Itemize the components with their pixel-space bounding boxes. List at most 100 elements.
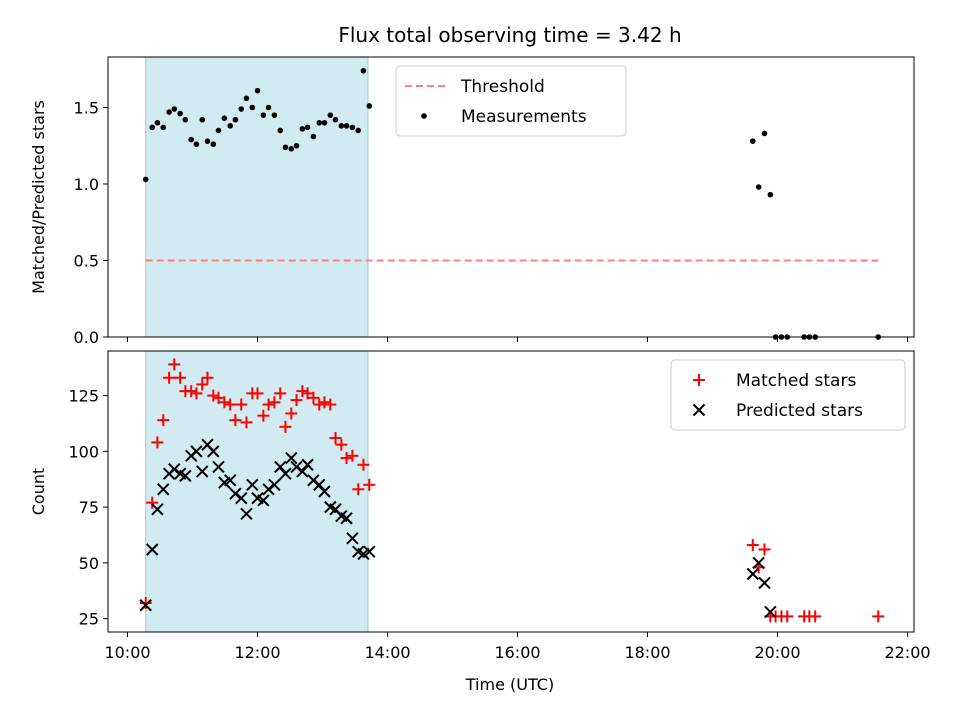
data-point bbox=[316, 119, 323, 126]
data-point bbox=[139, 597, 152, 610]
data-point-b bbox=[157, 483, 170, 496]
x-tick-label: 18:00 bbox=[624, 643, 670, 662]
y-tick-label: 75 bbox=[79, 498, 99, 517]
data-point bbox=[145, 543, 159, 556]
data-point bbox=[188, 136, 194, 143]
y-axis-label: Matched/Predicted stars bbox=[29, 100, 48, 294]
data-point-b bbox=[285, 451, 298, 465]
data-point-b bbox=[190, 445, 203, 458]
data-point bbox=[199, 116, 206, 123]
data-point-b bbox=[268, 478, 281, 492]
data-point-b bbox=[296, 465, 309, 478]
data-point-b bbox=[335, 509, 348, 523]
data-point bbox=[157, 414, 170, 427]
data-point bbox=[313, 398, 326, 411]
legend-box bbox=[395, 65, 627, 137]
data-point bbox=[190, 387, 203, 400]
data-point bbox=[193, 141, 200, 148]
data-point-b bbox=[301, 458, 314, 471]
data-point bbox=[235, 491, 248, 505]
data-point bbox=[304, 124, 311, 131]
legend-swatch-marker bbox=[421, 113, 427, 119]
data-point bbox=[750, 138, 756, 144]
legend-label: Predicted stars bbox=[736, 401, 863, 421]
data-point bbox=[224, 398, 237, 411]
data-point bbox=[146, 496, 159, 509]
data-point bbox=[154, 119, 161, 126]
data-point-b bbox=[340, 512, 353, 525]
data-point bbox=[758, 543, 771, 556]
data-point-b bbox=[240, 507, 253, 521]
data-point bbox=[781, 610, 794, 623]
data-point bbox=[249, 104, 256, 111]
data-point bbox=[268, 396, 281, 409]
y-tick-label: 0.0 bbox=[74, 328, 99, 347]
data-point-b bbox=[173, 467, 187, 480]
data-point-b bbox=[251, 491, 264, 505]
data-point bbox=[282, 144, 289, 151]
data-point bbox=[227, 123, 233, 129]
data-point bbox=[363, 478, 376, 491]
data-point bbox=[357, 458, 370, 471]
data-point-b bbox=[139, 599, 152, 612]
data-point bbox=[335, 438, 348, 451]
data-point bbox=[352, 483, 365, 496]
data-point bbox=[346, 532, 359, 545]
data-point bbox=[299, 126, 306, 132]
data-point bbox=[215, 127, 222, 134]
legend-swatch-marker-b bbox=[692, 403, 706, 417]
y-tick-label: 1.5 bbox=[74, 98, 99, 117]
data-point bbox=[293, 142, 300, 149]
data-point bbox=[363, 545, 376, 558]
x-tick-label: 16:00 bbox=[494, 643, 540, 662]
data-point bbox=[764, 605, 777, 619]
data-point bbox=[257, 409, 270, 422]
data-point-b bbox=[752, 556, 765, 570]
data-point bbox=[290, 394, 303, 407]
y-tick-label: 50 bbox=[79, 554, 99, 573]
data-point-b bbox=[318, 485, 331, 498]
data-point-b bbox=[346, 532, 359, 545]
data-point-b bbox=[363, 545, 376, 558]
data-point bbox=[360, 67, 367, 74]
legend-swatch-marker bbox=[692, 403, 706, 417]
data-point bbox=[301, 458, 314, 471]
data-point bbox=[182, 116, 189, 123]
data-point bbox=[171, 106, 178, 112]
data-point bbox=[761, 130, 768, 137]
data-point bbox=[809, 610, 822, 623]
y-tick-label: 100 bbox=[68, 442, 99, 461]
legend-label: Threshold bbox=[460, 77, 545, 97]
x-tick-label: 12:00 bbox=[234, 643, 280, 662]
data-point bbox=[327, 112, 334, 118]
data-point bbox=[332, 116, 339, 123]
data-point bbox=[251, 387, 264, 400]
data-point bbox=[366, 103, 373, 109]
data-point bbox=[151, 503, 164, 516]
data-point bbox=[240, 507, 253, 521]
observing-window-span bbox=[145, 56, 369, 338]
data-point bbox=[274, 460, 287, 474]
data-point-b bbox=[151, 503, 164, 516]
data-point bbox=[313, 478, 326, 492]
data-point-b bbox=[201, 438, 214, 451]
y-tick-label: 25 bbox=[79, 610, 99, 629]
data-point bbox=[758, 576, 771, 590]
data-point bbox=[307, 391, 320, 404]
data-point bbox=[179, 469, 192, 483]
data-point bbox=[349, 124, 356, 131]
y-tick-label: 0.5 bbox=[74, 251, 99, 270]
data-point bbox=[166, 109, 172, 115]
data-point bbox=[318, 485, 331, 498]
data-point bbox=[185, 385, 198, 398]
data-point-b bbox=[207, 445, 220, 458]
data-point bbox=[168, 358, 181, 371]
data-point bbox=[355, 127, 362, 134]
data-point bbox=[207, 389, 220, 402]
data-point bbox=[246, 478, 259, 492]
data-point bbox=[201, 371, 214, 384]
data-point bbox=[260, 112, 267, 118]
data-point bbox=[872, 610, 885, 623]
chart-title: Flux total observing time = 3.42 h bbox=[338, 23, 681, 47]
